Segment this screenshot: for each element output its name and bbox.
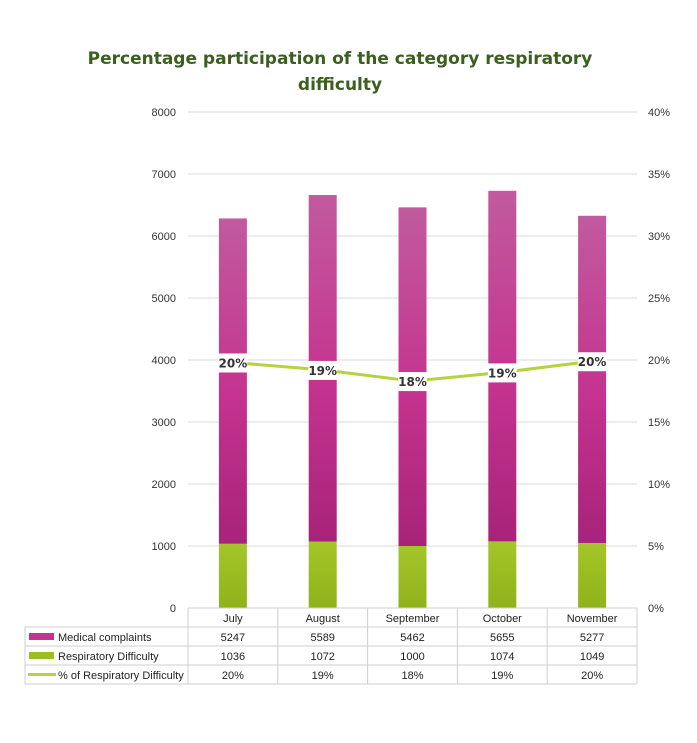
y-right-tick-label: 25% bbox=[648, 293, 670, 305]
data-label-percent: 18% bbox=[398, 375, 427, 389]
y-left-tick-label: 7000 bbox=[152, 169, 176, 181]
data-label-percent: 19% bbox=[488, 366, 517, 380]
bar-respiratory-difficulty bbox=[578, 542, 607, 608]
y-right-tick-label: 30% bbox=[648, 231, 670, 243]
legend-swatch bbox=[29, 652, 54, 659]
x-tick-label: August bbox=[306, 613, 340, 625]
legend-label: Medical complaints bbox=[58, 632, 152, 644]
table-cell: 5655 bbox=[490, 632, 514, 644]
data-label-percent: 19% bbox=[308, 364, 337, 378]
data-label-bg bbox=[308, 360, 338, 380]
data-label-bg bbox=[577, 352, 607, 372]
table-cell: 1072 bbox=[310, 651, 334, 663]
table-cell: 20% bbox=[581, 670, 603, 682]
y-left-tick-label: 1000 bbox=[152, 541, 176, 553]
data-label-bg bbox=[398, 372, 427, 392]
y-left-tick-label: 6000 bbox=[152, 231, 176, 243]
table-cell: 20% bbox=[222, 670, 244, 682]
table-cell: 5247 bbox=[221, 632, 245, 644]
table-cell: 19% bbox=[491, 670, 513, 682]
y-right-tick-label: 10% bbox=[648, 479, 670, 491]
bar-medical-complaints bbox=[578, 215, 607, 543]
bar-respiratory-difficulty bbox=[218, 543, 247, 608]
data-table: July August September October November Medica… bbox=[24, 607, 638, 685]
y-right-tick-label: 20% bbox=[648, 355, 670, 367]
chart-title-line-1: Percentage participation of the category… bbox=[88, 49, 593, 69]
table-cell: 1036 bbox=[221, 651, 245, 663]
y-right-tick-label: 5% bbox=[648, 541, 664, 553]
x-tick-label: November bbox=[567, 613, 618, 625]
table-cell: 19% bbox=[312, 670, 334, 682]
table-cell: 1074 bbox=[490, 651, 514, 663]
y-right-tick-label: 35% bbox=[648, 169, 670, 181]
table-cell: 5589 bbox=[310, 632, 334, 644]
table-cell: 5462 bbox=[400, 632, 424, 644]
percent-line: 20% 19% 18% 19% 20% bbox=[218, 352, 607, 392]
bar-medical-complaints bbox=[218, 218, 247, 544]
table-cell: 5277 bbox=[580, 632, 604, 644]
y-left-tick-label: 5000 bbox=[152, 293, 176, 305]
table-cell: 1049 bbox=[580, 651, 604, 663]
bar-respiratory-difficulty bbox=[308, 541, 337, 608]
y-left-tick-label: 8000 bbox=[152, 107, 176, 119]
bar-respiratory-difficulty bbox=[398, 546, 427, 608]
chart-title-line-2: difficulty bbox=[298, 75, 382, 95]
y-left-tick-label: 4000 bbox=[152, 355, 176, 367]
y-left-tick-label: 0 bbox=[170, 603, 176, 615]
x-tick-label: July bbox=[223, 613, 243, 625]
y-axis-left: 0 1000 2000 3000 4000 5000 6000 7000 8000 bbox=[152, 107, 176, 615]
y-right-tick-label: 15% bbox=[648, 417, 670, 429]
data-label-bg bbox=[487, 363, 517, 383]
bars bbox=[218, 190, 607, 608]
x-tick-label: October bbox=[483, 613, 522, 625]
bar-respiratory-difficulty bbox=[488, 541, 517, 608]
x-tick-label: September bbox=[386, 613, 440, 625]
y-right-tick-label: 0% bbox=[648, 603, 664, 615]
legend-swatch bbox=[29, 633, 54, 640]
legend-label: % of Respiratory Difficulty bbox=[58, 670, 184, 682]
data-label-bg bbox=[218, 353, 248, 373]
data-label-percent: 20% bbox=[578, 355, 607, 369]
data-label-percent: 20% bbox=[219, 356, 248, 370]
y-left-tick-label: 2000 bbox=[152, 479, 176, 491]
y-left-tick-label: 3000 bbox=[152, 417, 176, 429]
y-axis-right: 0% 5% 10% 15% 20% 25% 30% 35% 40% bbox=[648, 107, 670, 615]
table-cell: 1000 bbox=[400, 651, 424, 663]
table-cell: 18% bbox=[401, 670, 423, 682]
y-right-tick-label: 40% bbox=[648, 107, 670, 119]
legend-label: Respiratory Difficulty bbox=[58, 651, 159, 663]
